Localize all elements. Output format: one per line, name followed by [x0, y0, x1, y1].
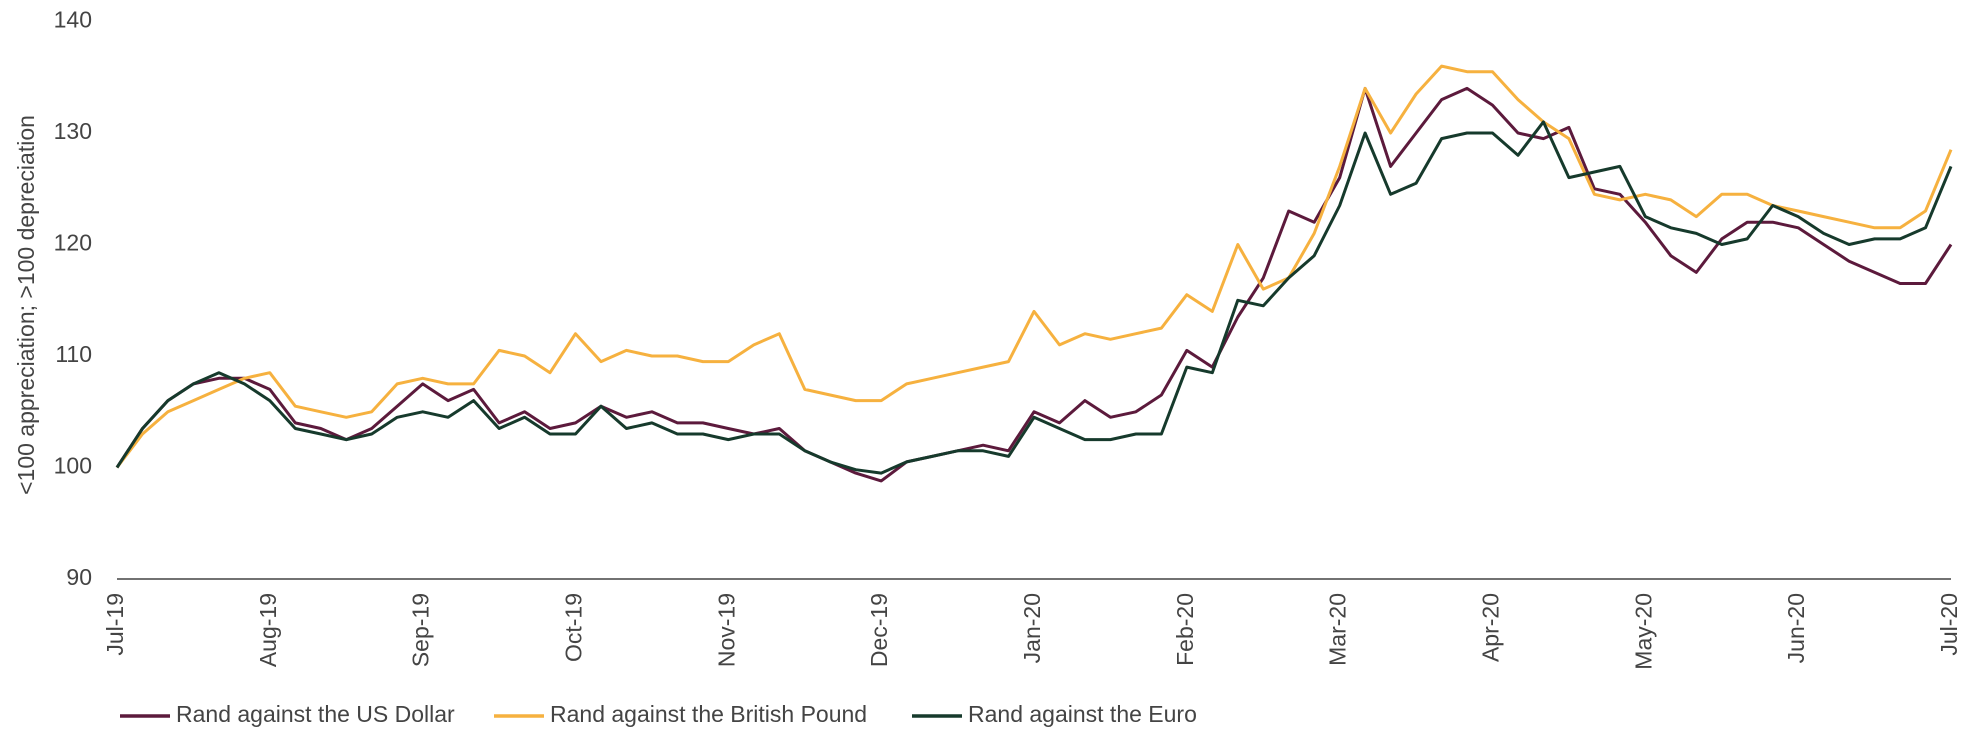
x-tick-label: Jul-19 [102, 593, 128, 656]
y-tick-label: 100 [54, 453, 92, 479]
x-tick-label: Jul-20 [1936, 593, 1962, 656]
series-line [115, 120, 1953, 475]
legend-label: Rand against the British Pound [550, 701, 867, 727]
x-tick-label: Jun-20 [1783, 593, 1809, 663]
y-tick-label: 90 [66, 564, 92, 590]
x-tick-label: Dec-19 [866, 593, 892, 667]
x-tick-label: Apr-20 [1478, 593, 1504, 662]
y-tick-label: 110 [55, 341, 92, 367]
legend-label: Rand against the Euro [968, 701, 1197, 727]
x-tick-label: Mar-20 [1325, 593, 1351, 666]
y-tick-label: 140 [54, 7, 92, 33]
series-line [115, 86, 1953, 483]
x-tick-label: Aug-19 [255, 593, 281, 667]
x-tick-label: Jan-20 [1019, 593, 1045, 663]
y-axis-title: <100 appreciation; >100 depreciation [13, 115, 39, 495]
legend-label: Rand against the US Dollar [176, 701, 455, 727]
x-tick-label: Sep-19 [408, 593, 434, 667]
y-tick-label: 130 [54, 118, 92, 144]
x-tick-label: Feb-20 [1172, 593, 1198, 666]
series-line [115, 64, 1953, 469]
x-tick-label: Oct-19 [561, 593, 587, 662]
x-tick-label: May-20 [1630, 593, 1656, 670]
y-tick-label: 120 [54, 230, 92, 256]
x-tick-label: Nov-19 [713, 593, 739, 667]
